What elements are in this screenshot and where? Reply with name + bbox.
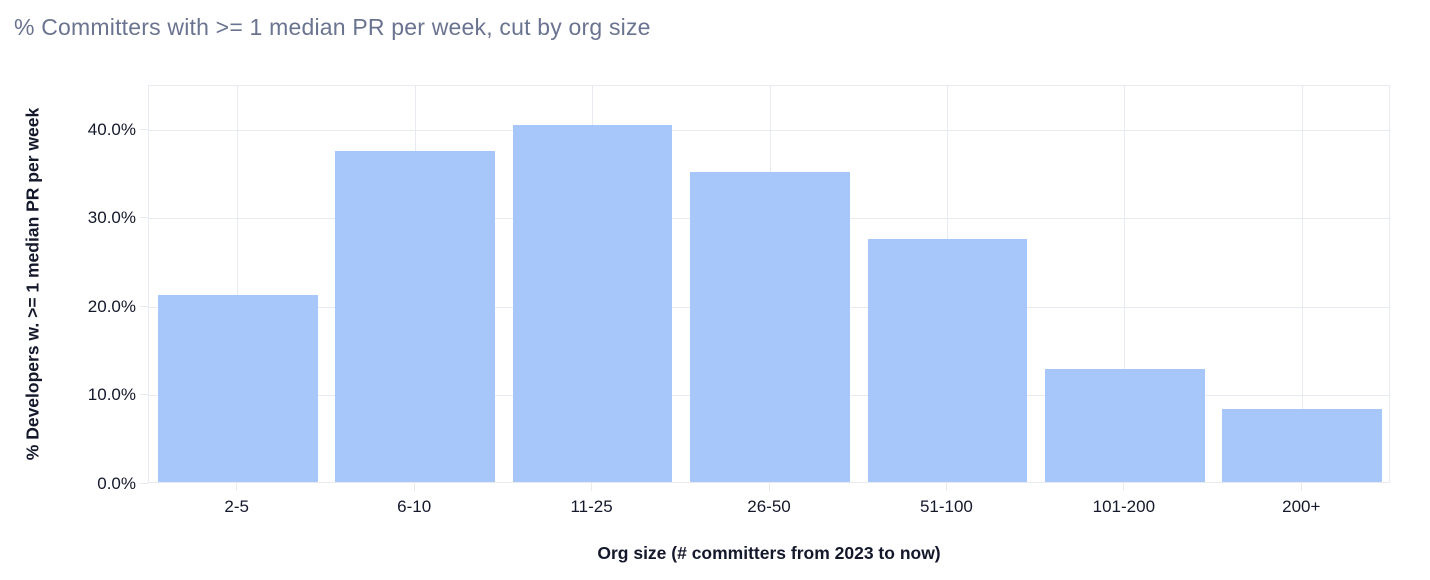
y-tick-mark (140, 128, 148, 130)
y-tick-mark (140, 482, 148, 484)
y-axis-title: % Developers w. >= 1 median PR per week (22, 107, 43, 461)
plot-area (148, 85, 1390, 483)
y-tick-mark (140, 217, 148, 219)
y-tick-label: 20.0% (87, 296, 136, 316)
bar[interactable] (157, 294, 318, 482)
y-tick-mark (140, 305, 148, 307)
y-tick-label: 40.0% (87, 119, 136, 139)
bar[interactable] (867, 238, 1028, 482)
bar[interactable] (690, 172, 850, 482)
x-tick-label: 101-200 (1092, 497, 1156, 516)
x-tick-mark (1300, 483, 1302, 491)
x-gridline (1124, 86, 1126, 482)
y-tick-label: 0.0% (97, 473, 136, 493)
x-tick-label: 200+ (1282, 497, 1321, 516)
y-tick-label: 30.0% (87, 208, 136, 228)
x-gridline (237, 86, 239, 482)
x-tick-label: 6-10 (397, 497, 432, 516)
x-tick-mark (1123, 483, 1125, 491)
x-tick-mark (413, 483, 415, 491)
x-tick-label: 11-25 (570, 497, 613, 516)
bar[interactable] (335, 151, 495, 482)
bar[interactable] (1222, 408, 1383, 482)
x-tick-label: 26-50 (747, 497, 791, 516)
x-tick-mark (591, 483, 593, 491)
x-tick-label: 51-100 (919, 497, 973, 516)
y-tick-label: 10.0% (87, 385, 136, 405)
x-tick-label: 2-5 (224, 497, 249, 516)
chart-title: % Committers with >= 1 median PR per wee… (14, 14, 651, 40)
y-gridline (149, 129, 1389, 131)
x-tick-mark (768, 483, 770, 491)
bar[interactable] (512, 124, 673, 482)
x-axis-title: Org size (# committers from 2023 to now) (597, 543, 941, 563)
x-tick-mark (236, 483, 238, 491)
bar[interactable] (1045, 368, 1205, 482)
y-tick-mark (140, 394, 148, 396)
x-gridline (1301, 86, 1303, 482)
x-tick-mark (945, 483, 947, 491)
